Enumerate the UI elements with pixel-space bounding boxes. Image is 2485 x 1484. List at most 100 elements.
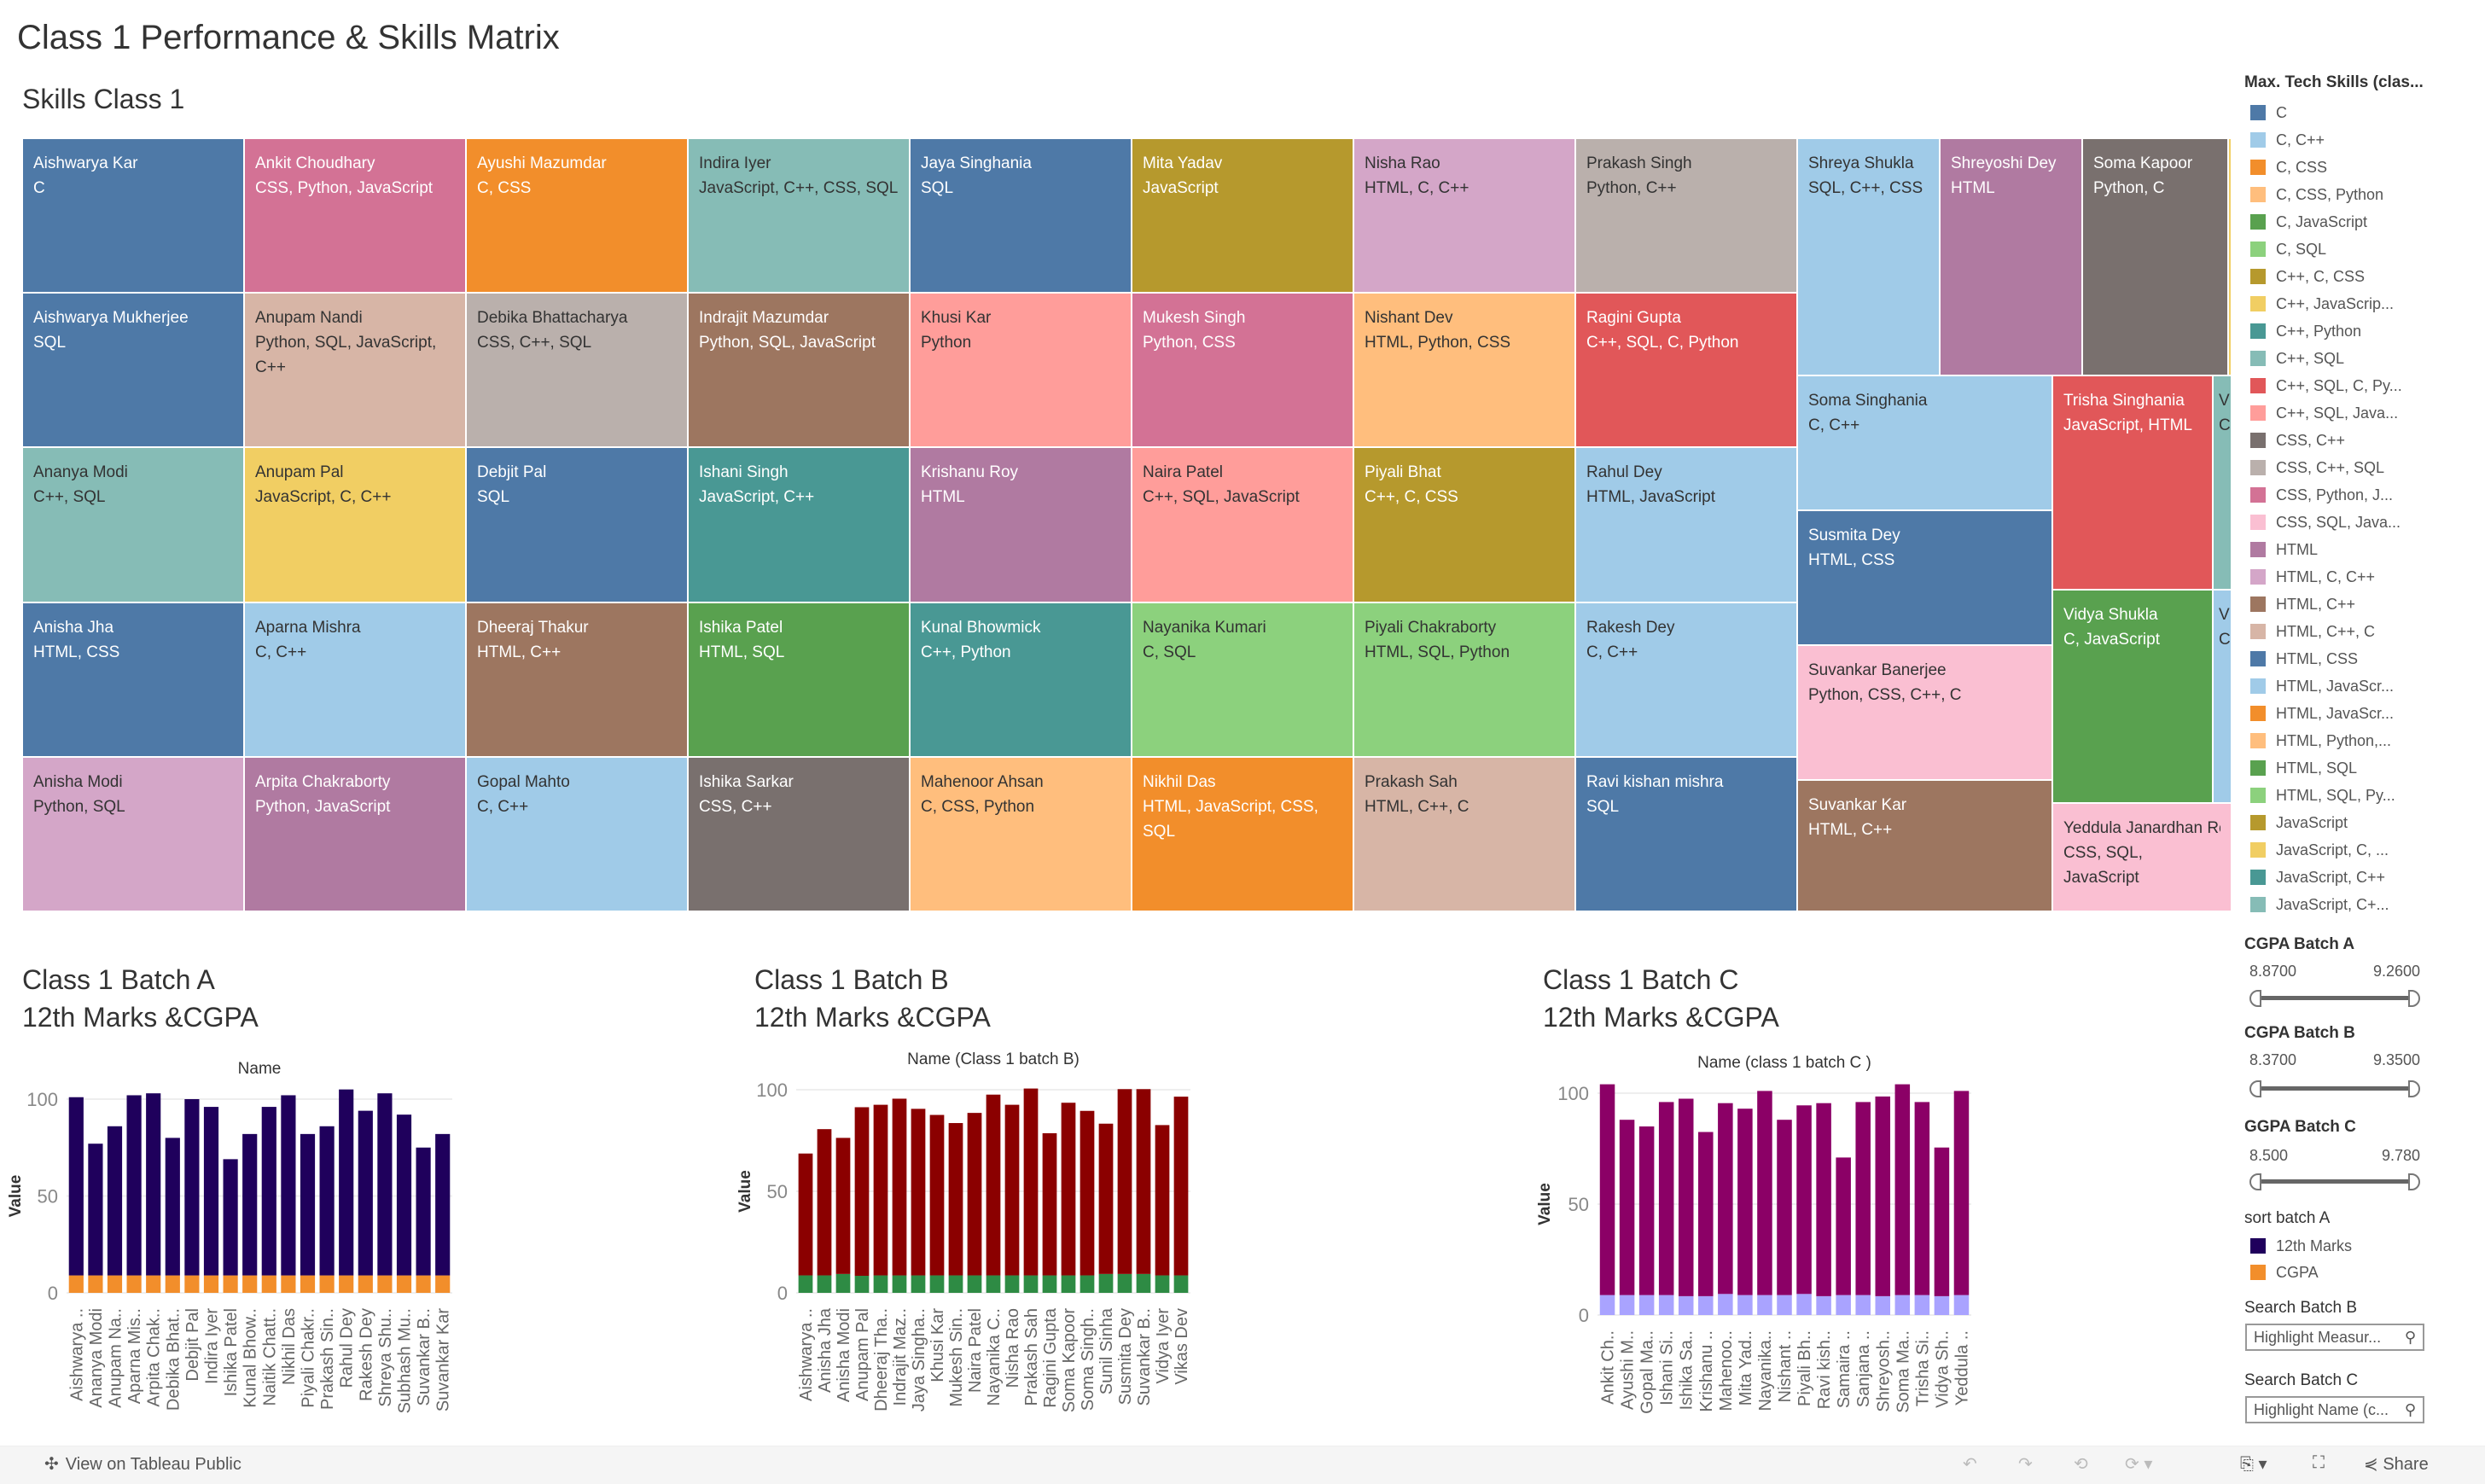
bar-segment-lower[interactable] xyxy=(319,1275,335,1293)
bar-segment-lower[interactable] xyxy=(358,1275,373,1293)
treemap-cell[interactable]: Trisha Singhania JavaScript, HTML xyxy=(2052,375,2213,590)
bar-segment-lower[interactable] xyxy=(377,1275,393,1293)
legend-item[interactable]: HTML, JavaScr... xyxy=(2250,676,2394,696)
bar-segment-lower[interactable] xyxy=(1737,1295,1753,1315)
treemap-cell[interactable]: Yeddula Janardhan Re CSS, SQL, JavaScript xyxy=(2052,803,2232,911)
legend-item[interactable]: HTML xyxy=(2250,539,2318,560)
bar-segment-lower[interactable] xyxy=(1599,1295,1615,1315)
treemap-cell[interactable]: Soma Singhania C, C++ xyxy=(1797,375,2052,510)
bar-segment-upper[interactable] xyxy=(203,1107,219,1276)
bar-segment-upper[interactable] xyxy=(817,1129,832,1276)
bar-segment-upper[interactable] xyxy=(88,1144,103,1276)
bar-segment-upper[interactable] xyxy=(281,1095,296,1276)
treemap-cell[interactable]: Anisha Modi Python, SQL xyxy=(22,756,244,911)
treemap-cell[interactable]: Mita Yadav JavaScript xyxy=(1132,138,1353,294)
legend-item[interactable]: JavaScript, C++ xyxy=(2250,867,2385,887)
bar-segment-upper[interactable] xyxy=(1619,1120,1635,1295)
bar-segment-upper[interactable] xyxy=(1599,1084,1615,1295)
treemap-cell[interactable]: Naira Patel C++, SQL, JavaScript xyxy=(1132,447,1353,602)
bar-segment-lower[interactable] xyxy=(1042,1275,1057,1293)
bar-segment-upper[interactable] xyxy=(339,1089,354,1276)
bar-segment-lower[interactable] xyxy=(1875,1295,1891,1315)
bar-segment-upper[interactable] xyxy=(1934,1147,1950,1296)
legend-item[interactable]: C, JavaScript xyxy=(2250,212,2367,232)
bar-segment-lower[interactable] xyxy=(1638,1295,1655,1315)
legend-item[interactable]: CSS, C++, SQL xyxy=(2250,457,2384,478)
bar-segment-upper[interactable] xyxy=(1777,1120,1792,1295)
bar-segment-lower[interactable] xyxy=(911,1275,926,1293)
bar-segment-upper[interactable] xyxy=(1658,1102,1674,1295)
treemap-cell[interactable]: Anupam Pal JavaScript, C, C++ xyxy=(244,447,466,602)
undo-icon[interactable]: ↶ xyxy=(1963,1455,1977,1474)
legend-item[interactable]: HTML, Python,... xyxy=(2250,730,2391,751)
legend-item[interactable]: C++, SQL xyxy=(2250,348,2344,369)
legend-item[interactable]: HTML, SQL, Py... xyxy=(2250,785,2395,806)
bar-segment-lower[interactable] xyxy=(223,1275,238,1293)
bar-segment-lower[interactable] xyxy=(1098,1273,1114,1293)
legend-item[interactable]: HTML, CSS xyxy=(2250,649,2358,669)
bar-segment-upper[interactable] xyxy=(1875,1096,1891,1296)
bar-segment-upper[interactable] xyxy=(892,1098,907,1276)
bar-segment-lower[interactable] xyxy=(281,1275,296,1293)
bar-segment-upper[interactable] xyxy=(1155,1125,1170,1276)
treemap-cell[interactable]: Nikhil Das HTML, JavaScript, CSS, SQL xyxy=(1132,756,1353,911)
revert-icon[interactable]: ⟲ xyxy=(2074,1455,2088,1474)
bar-segment-lower[interactable] xyxy=(1934,1295,1950,1315)
bar-segment-upper[interactable] xyxy=(1914,1102,1930,1295)
legend-item[interactable]: CSS, Python, J... xyxy=(2250,485,2393,505)
bar-segment-lower[interactable] xyxy=(1836,1295,1851,1315)
bar-segment-upper[interactable] xyxy=(835,1138,851,1274)
bar-segment-upper[interactable] xyxy=(967,1113,982,1276)
slider-min-handle[interactable] xyxy=(2249,990,2261,1007)
bar-segment-upper[interactable] xyxy=(873,1104,888,1276)
bar-segment-lower[interactable] xyxy=(1953,1295,1970,1315)
bar-segment-lower[interactable] xyxy=(203,1275,219,1293)
treemap-cell[interactable]: Debika Bhattacharya CSS, C++, SQL xyxy=(466,293,688,448)
bar-segment-lower[interactable] xyxy=(126,1275,142,1293)
treemap-cell[interactable]: Prakash Singh Python, C++ xyxy=(1575,138,1797,294)
bar-segment-lower[interactable] xyxy=(986,1275,1001,1293)
refresh-icon[interactable]: ⟳ ▾ xyxy=(2125,1455,2153,1474)
bar-segment-lower[interactable] xyxy=(146,1275,161,1293)
bar-segment-upper[interactable] xyxy=(1678,1098,1694,1296)
treemap-cell[interactable]: Vidya Shukla C, JavaScript xyxy=(2052,590,2213,803)
legend-item[interactable]: CSS, SQL, Java... xyxy=(2250,512,2401,532)
search-batch-b-input[interactable]: Highlight Measur... ⚲ xyxy=(2245,1324,2424,1351)
legend-item[interactable]: HTML, C++ xyxy=(2250,594,2355,614)
bar-segment-lower[interactable] xyxy=(1718,1294,1733,1315)
treemap-cell[interactable]: Aishwarya Mukherjee SQL xyxy=(22,293,244,448)
legend-item[interactable]: C++, Python xyxy=(2250,321,2361,341)
bar-segment-lower[interactable] xyxy=(300,1275,316,1293)
treemap-cell[interactable]: Indrajit Mazumdar Python, SQL, JavaScript xyxy=(688,293,910,448)
treemap-cell[interactable] xyxy=(2228,138,2232,375)
bar-segment-lower[interactable] xyxy=(88,1275,103,1293)
treemap-cell[interactable]: Susmita Dey HTML, CSS xyxy=(1797,510,2052,645)
legend-item[interactable]: C++, JavaScrip... xyxy=(2250,294,2394,314)
bar-segment-lower[interactable] xyxy=(948,1275,963,1293)
bar-segment-lower[interactable] xyxy=(1136,1273,1151,1293)
bar-segment-upper[interactable] xyxy=(319,1126,335,1276)
bar-segment-upper[interactable] xyxy=(1023,1088,1039,1276)
bar-segment-lower[interactable] xyxy=(1678,1295,1694,1315)
bar-segment-upper[interactable] xyxy=(1737,1109,1753,1295)
bar-segment-lower[interactable] xyxy=(1080,1275,1095,1293)
bar-segment-upper[interactable] xyxy=(1816,1103,1831,1296)
redo-icon[interactable]: ↷ xyxy=(2018,1455,2033,1474)
slider-max-handle[interactable] xyxy=(2408,1173,2420,1190)
bar-segment-lower[interactable] xyxy=(817,1275,832,1293)
bar-segment-upper[interactable] xyxy=(1953,1091,1970,1295)
legend-item[interactable]: C++, SQL, C, Py... xyxy=(2250,375,2402,396)
treemap-cell[interactable]: Rakesh Dey C, C++ xyxy=(1575,602,1797,757)
bar-segment-upper[interactable] xyxy=(68,1097,84,1276)
bar-segment-lower[interactable] xyxy=(435,1275,451,1293)
bar-segment-lower[interactable] xyxy=(1796,1294,1812,1315)
bar-segment-lower[interactable] xyxy=(184,1275,200,1293)
bar-segment-upper[interactable] xyxy=(986,1094,1001,1276)
treemap-cell[interactable]: Anisha Jha HTML, CSS xyxy=(22,602,244,757)
treemap-cell[interactable]: Ayushi Mazumdar C, CSS xyxy=(466,138,688,294)
treemap-cell[interactable]: Soma Kapoor Python, C xyxy=(2082,138,2228,375)
legend-title[interactable]: Max. Tech Skills (clas... xyxy=(2244,73,2424,91)
bar-segment-upper[interactable] xyxy=(1718,1103,1733,1295)
bar-segment-lower[interactable] xyxy=(1757,1295,1772,1315)
